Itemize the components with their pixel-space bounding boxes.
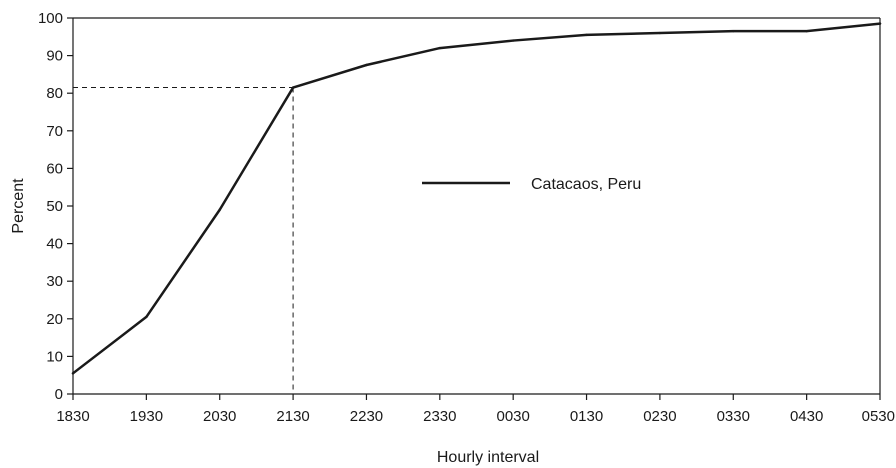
x-tick-label: 0030 (496, 408, 529, 425)
y-axis-ticks: 0 10 20 30 40 50 60 70 80 90 100 (38, 10, 73, 403)
data-point (71, 372, 75, 375)
series-layer (71, 22, 882, 375)
x-tick-label: 2230 (350, 408, 383, 425)
y-tick-label: 0 (55, 386, 63, 403)
data-point (805, 29, 808, 33)
y-tick-label: 20 (46, 311, 63, 328)
y-tick-label: 70 (46, 123, 63, 140)
reference-lines (73, 87, 294, 394)
x-tick-label: 1930 (130, 408, 163, 425)
x-tick-label: 0530 (862, 408, 895, 425)
data-point (145, 315, 148, 319)
legend: Catacaos, Peru (422, 176, 641, 193)
x-axis-title: Hourly interval (437, 449, 539, 466)
axes (72, 17, 881, 395)
data-point (291, 86, 295, 89)
y-axis-title: Percent (10, 178, 27, 234)
x-tick-label: 1830 (56, 408, 89, 425)
data-point (658, 31, 662, 35)
x-tick-label: 0230 (643, 408, 676, 425)
data-point (511, 39, 515, 42)
x-tick-label: 2030 (203, 408, 236, 425)
data-point (218, 208, 221, 211)
y-tick-label: 90 (46, 48, 63, 65)
y-tick-label: 60 (46, 160, 63, 177)
x-tick-label: 0330 (717, 408, 750, 425)
x-tick-label: 0130 (570, 408, 603, 425)
y-tick-label: 40 (46, 236, 63, 253)
y-tick-label: 100 (38, 10, 63, 27)
data-point (365, 63, 368, 67)
data-point (878, 22, 882, 25)
data-point (585, 33, 588, 37)
series-line-0 (71, 22, 882, 375)
x-tick-label: 2330 (423, 408, 456, 425)
y-tick-label: 80 (46, 85, 63, 102)
legend-label: Catacaos, Peru (531, 176, 641, 193)
x-tick-label: 0430 (790, 408, 823, 425)
x-axis-ticks: 1830 1930 2030 2130 2230 2330 0030 0130 0230 0330… (56, 394, 895, 425)
y-tick-label: 10 (46, 348, 63, 365)
y-tick-label: 30 (46, 273, 63, 290)
x-tick-label: 2130 (276, 408, 309, 425)
y-tick-label: 50 (46, 198, 63, 215)
data-point (732, 29, 735, 33)
data-point (438, 46, 442, 50)
